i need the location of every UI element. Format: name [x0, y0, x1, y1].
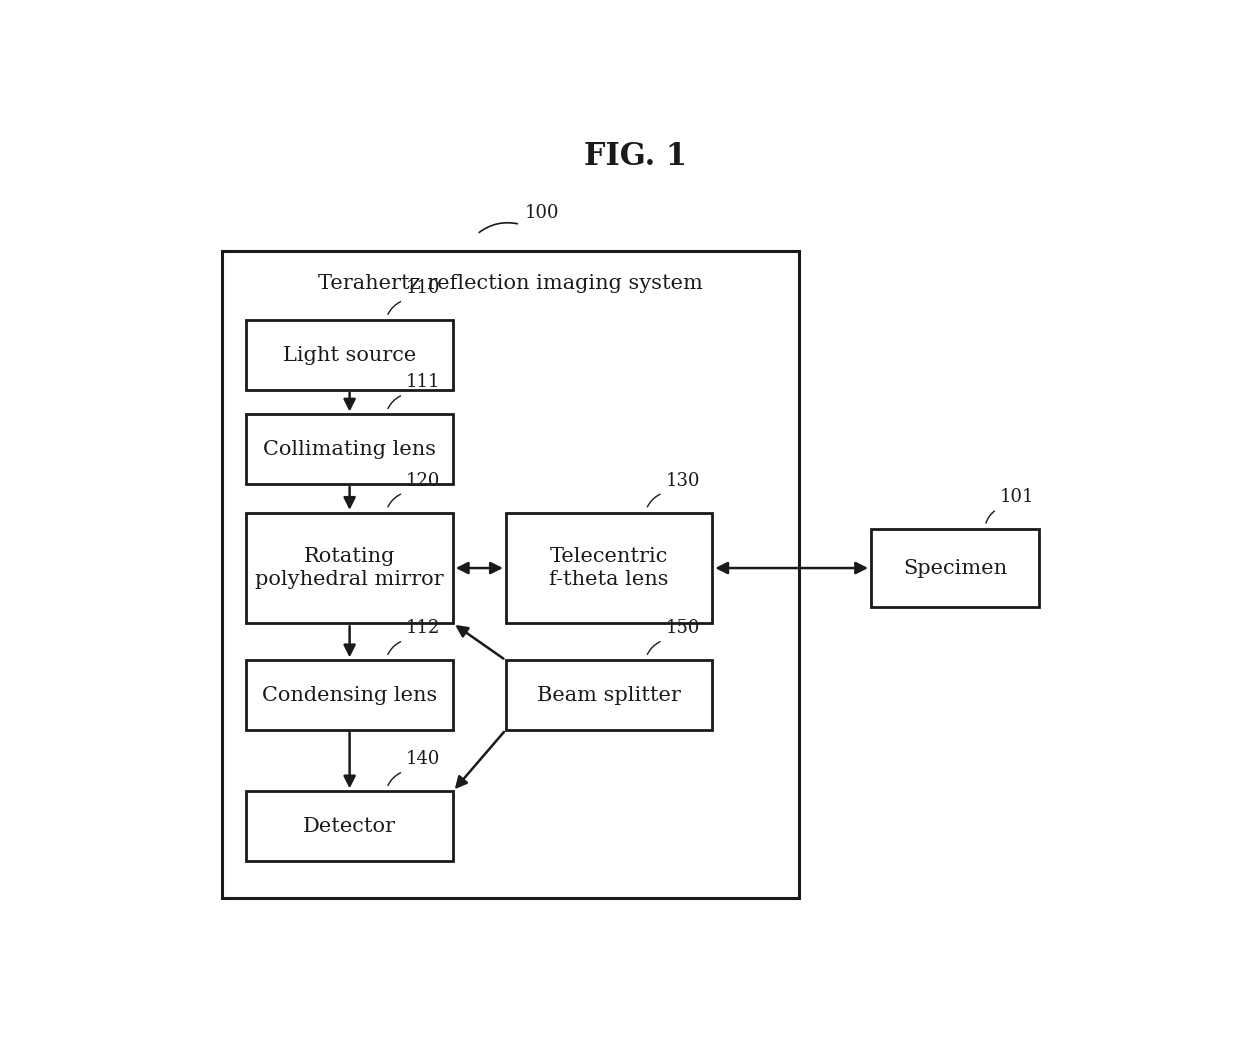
- Text: Condensing lens: Condensing lens: [262, 685, 438, 704]
- Text: 130: 130: [666, 471, 701, 489]
- Text: FIG. 1: FIG. 1: [584, 140, 687, 172]
- Text: 150: 150: [666, 619, 699, 637]
- Text: 100: 100: [525, 204, 559, 222]
- Bar: [247, 660, 453, 730]
- Text: 140: 140: [405, 750, 440, 768]
- Text: 112: 112: [405, 619, 440, 637]
- Text: 110: 110: [405, 279, 440, 297]
- Bar: [247, 415, 453, 484]
- Text: Beam splitter: Beam splitter: [537, 685, 681, 704]
- Text: 111: 111: [405, 373, 440, 392]
- Bar: [247, 513, 453, 624]
- Bar: [247, 792, 453, 861]
- Text: Collimating lens: Collimating lens: [263, 439, 436, 459]
- Bar: [506, 660, 712, 730]
- Bar: [506, 513, 712, 624]
- Text: 101: 101: [999, 488, 1034, 506]
- Bar: [247, 320, 453, 389]
- Text: Terahertz reflection imaging system: Terahertz reflection imaging system: [319, 273, 703, 293]
- Text: Light source: Light source: [283, 346, 417, 365]
- Text: Detector: Detector: [303, 816, 396, 835]
- Bar: [222, 250, 799, 898]
- Text: Specimen: Specimen: [903, 559, 1007, 578]
- Bar: [870, 529, 1039, 606]
- Text: Telecentric
f-theta lens: Telecentric f-theta lens: [549, 547, 668, 589]
- Text: 120: 120: [405, 471, 440, 489]
- Text: Rotating
polyhedral mirror: Rotating polyhedral mirror: [255, 547, 444, 589]
